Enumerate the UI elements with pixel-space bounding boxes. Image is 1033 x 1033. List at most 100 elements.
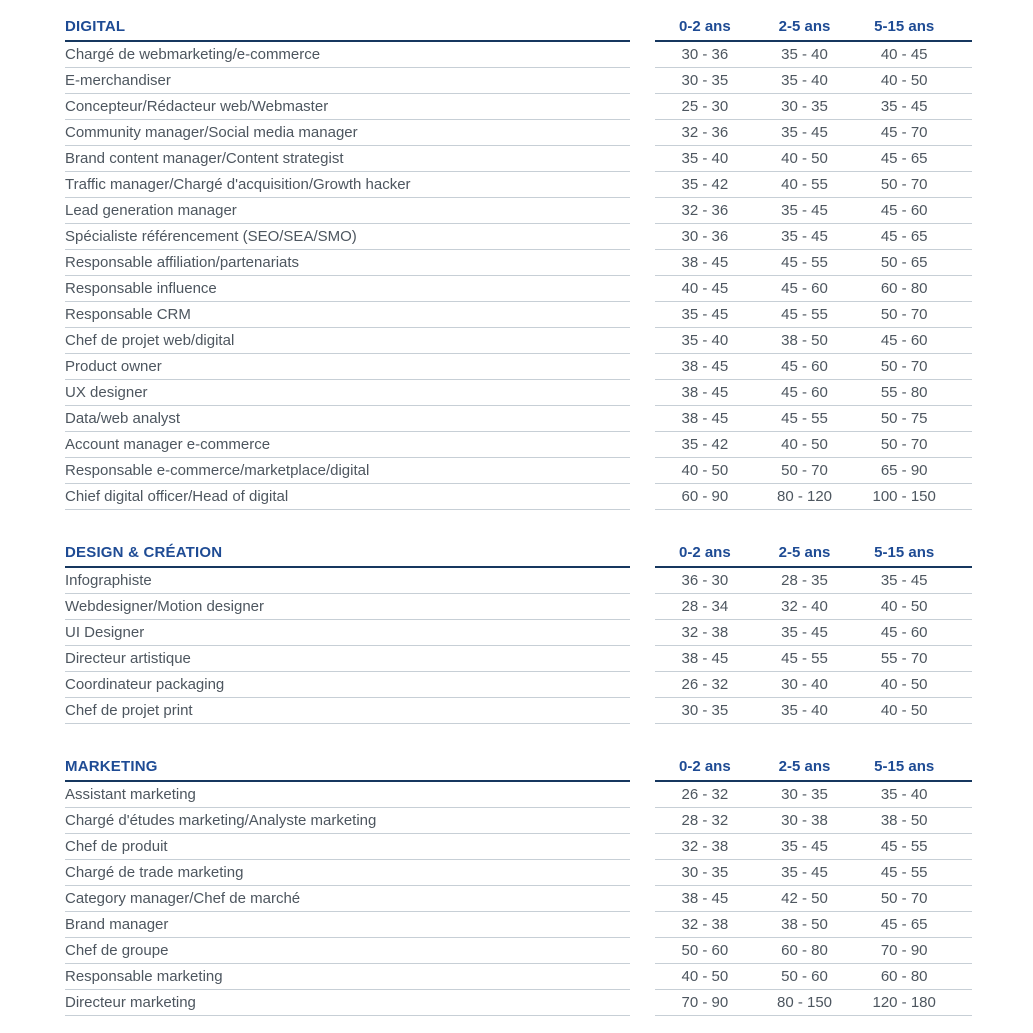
column-gap bbox=[630, 782, 655, 808]
salary-values-cell: 38 - 45 45 - 55 50 - 65 bbox=[655, 250, 972, 276]
table-row: Directeur artistique 38 - 45 45 - 55 55 … bbox=[65, 646, 972, 672]
job-title: Assistant marketing bbox=[65, 786, 196, 803]
column-gap bbox=[630, 912, 655, 938]
salary-range-2-5-ans: 35 - 45 bbox=[781, 624, 828, 641]
job-title-cell: Responsable affiliation/partenariats bbox=[65, 250, 630, 276]
job-title-cell: Brand manager bbox=[65, 912, 630, 938]
salary-values-cell: 36 - 30 28 - 35 35 - 45 bbox=[655, 568, 972, 594]
salary-range-5-15-ans: 55 - 80 bbox=[880, 384, 928, 401]
job-title-cell: Chief digital officer/Head of digital bbox=[65, 484, 630, 510]
table-row: Product owner 38 - 45 45 - 60 50 - 70 bbox=[65, 354, 972, 380]
salary-values-cell: 32 - 38 35 - 45 45 - 60 bbox=[655, 620, 972, 646]
table-row: Responsable influence 40 - 45 45 - 60 60… bbox=[65, 276, 972, 302]
salary-range-5-15-ans: 60 - 80 bbox=[880, 968, 928, 985]
table-row: Responsable marketing 40 - 50 50 - 60 60… bbox=[65, 964, 972, 990]
job-title: Traffic manager/Chargé d'acquisition/Gro… bbox=[65, 176, 411, 193]
salary-range-2-5-ans: 35 - 45 bbox=[781, 838, 828, 855]
salary-range-2-5-ans: 32 - 40 bbox=[781, 598, 828, 615]
table-row: Chef de groupe 50 - 60 60 - 80 70 - 90 bbox=[65, 938, 972, 964]
salary-range-0-2-ans: 30 - 35 bbox=[681, 72, 729, 89]
salary-range-0-2-ans: 50 - 60 bbox=[681, 942, 729, 959]
salary-range-2-5-ans: 35 - 45 bbox=[781, 202, 828, 219]
salary-range-0-2-ans: 32 - 36 bbox=[681, 202, 729, 219]
salary-values-cell: 35 - 42 40 - 50 50 - 70 bbox=[655, 432, 972, 458]
table-row: Chargé d'études marketing/Analyste marke… bbox=[65, 808, 972, 834]
section-header-cell: MARKETING bbox=[65, 754, 630, 782]
job-title: Chargé de trade marketing bbox=[65, 864, 244, 881]
job-title: Product owner bbox=[65, 358, 162, 375]
column-gap bbox=[630, 990, 655, 1016]
salary-range-0-2-ans: 60 - 90 bbox=[681, 488, 729, 505]
salary-range-5-15-ans: 45 - 65 bbox=[880, 916, 928, 933]
job-title-cell: Directeur marketing bbox=[65, 990, 630, 1016]
table-row: Community manager/Social media manager 3… bbox=[65, 120, 972, 146]
job-title-cell: Webdesigner/Motion designer bbox=[65, 594, 630, 620]
salary-range-0-2-ans: 30 - 35 bbox=[681, 702, 729, 719]
job-title-cell: Responsable e-commerce/marketplace/digit… bbox=[65, 458, 630, 484]
salary-range-0-2-ans: 38 - 45 bbox=[681, 890, 729, 907]
section-rows: Chargé de webmarketing/e-commerce 30 - 3… bbox=[65, 42, 972, 510]
salary-values-cell: 38 - 45 45 - 60 50 - 70 bbox=[655, 354, 972, 380]
job-title-cell: Chef de projet web/digital bbox=[65, 328, 630, 354]
column-gap bbox=[630, 354, 655, 380]
column-gap bbox=[630, 172, 655, 198]
column-gap bbox=[630, 672, 655, 698]
table-row: UX designer 38 - 45 45 - 60 55 - 80 bbox=[65, 380, 972, 406]
salary-values-cell: 30 - 36 35 - 40 40 - 45 bbox=[655, 42, 972, 68]
column-gap bbox=[630, 568, 655, 594]
salary-range-5-15-ans: 50 - 65 bbox=[880, 254, 928, 271]
salary-range-0-2-ans: 26 - 32 bbox=[681, 676, 729, 693]
table-row: Webdesigner/Motion designer 28 - 34 32 -… bbox=[65, 594, 972, 620]
experience-columns-header: 0-2 ans 2-5 ans 5-15 ans bbox=[655, 14, 972, 42]
job-title: Account manager e-commerce bbox=[65, 436, 271, 453]
job-title-cell: Assistant marketing bbox=[65, 782, 630, 808]
salary-values-cell: 60 - 90 80 - 120 100 - 150 bbox=[655, 484, 972, 510]
job-title: Category manager/Chef de marché bbox=[65, 890, 301, 907]
table-row: Chargé de trade marketing 30 - 35 35 - 4… bbox=[65, 860, 972, 886]
table-row: Chef de produit 32 - 38 35 - 45 45 - 55 bbox=[65, 834, 972, 860]
column-gap bbox=[630, 860, 655, 886]
salary-range-5-15-ans: 35 - 45 bbox=[880, 572, 928, 589]
table-row: Data/web analyst 38 - 45 45 - 55 50 - 75 bbox=[65, 406, 972, 432]
salary-range-5-15-ans: 55 - 70 bbox=[880, 650, 928, 667]
job-title-cell: Product owner bbox=[65, 354, 630, 380]
section-title: DIGITAL bbox=[65, 18, 126, 35]
salary-range-2-5-ans: 45 - 55 bbox=[781, 650, 828, 667]
column-header-2-5-ans: 2-5 ans bbox=[778, 18, 831, 35]
job-title: Community manager/Social media manager bbox=[65, 124, 358, 141]
salary-range-0-2-ans: 38 - 45 bbox=[681, 410, 729, 427]
salary-range-0-2-ans: 32 - 38 bbox=[681, 624, 729, 641]
job-title: Directeur marketing bbox=[65, 994, 196, 1011]
job-title: E-merchandiser bbox=[65, 72, 171, 89]
column-gap bbox=[630, 224, 655, 250]
table-row: Responsable affiliation/partenariats 38 … bbox=[65, 250, 972, 276]
salary-range-2-5-ans: 35 - 40 bbox=[781, 46, 828, 63]
column-gap bbox=[630, 146, 655, 172]
salary-range-0-2-ans: 25 - 30 bbox=[681, 98, 729, 115]
experience-columns-header: 0-2 ans 2-5 ans 5-15 ans bbox=[655, 540, 972, 568]
table-row: Account manager e-commerce 35 - 42 40 - … bbox=[65, 432, 972, 458]
salary-values-cell: 38 - 45 42 - 50 50 - 70 bbox=[655, 886, 972, 912]
job-title-cell: Concepteur/Rédacteur web/Webmaster bbox=[65, 94, 630, 120]
job-title: Responsable affiliation/partenariats bbox=[65, 254, 300, 271]
salary-range-2-5-ans: 35 - 45 bbox=[781, 864, 828, 881]
column-gap bbox=[630, 380, 655, 406]
salary-values-cell: 25 - 30 30 - 35 35 - 45 bbox=[655, 94, 972, 120]
salary-range-0-2-ans: 35 - 45 bbox=[681, 306, 729, 323]
salary-range-0-2-ans: 40 - 50 bbox=[681, 462, 729, 479]
table-row: Chef de projet web/digital 35 - 40 38 - … bbox=[65, 328, 972, 354]
salary-range-2-5-ans: 45 - 60 bbox=[781, 384, 828, 401]
salary-range-0-2-ans: 32 - 38 bbox=[681, 916, 729, 933]
salary-range-5-15-ans: 45 - 55 bbox=[880, 864, 928, 881]
salary-values-cell: 40 - 50 50 - 70 65 - 90 bbox=[655, 458, 972, 484]
salary-range-5-15-ans: 45 - 65 bbox=[880, 150, 928, 167]
column-gap bbox=[630, 834, 655, 860]
salary-range-0-2-ans: 30 - 36 bbox=[681, 228, 729, 245]
job-title-cell: UI Designer bbox=[65, 620, 630, 646]
salary-values-cell: 32 - 38 35 - 45 45 - 55 bbox=[655, 834, 972, 860]
salary-range-2-5-ans: 35 - 40 bbox=[781, 702, 828, 719]
experience-columns-header: 0-2 ans 2-5 ans 5-15 ans bbox=[655, 754, 972, 782]
column-gap bbox=[630, 964, 655, 990]
job-title: UI Designer bbox=[65, 624, 145, 641]
section-header-cell: DIGITAL bbox=[65, 14, 630, 42]
